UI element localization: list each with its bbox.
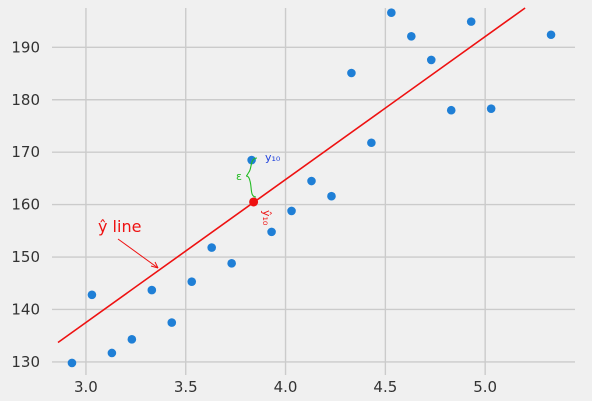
data-point: [147, 285, 157, 295]
yhat-line-label: ŷ line: [98, 217, 141, 236]
data-point: [347, 68, 356, 78]
data-point: [227, 259, 236, 268]
observed-point-label: y₁₀: [265, 151, 281, 164]
y-tick-label: 140: [11, 300, 40, 318]
predicted-point-label: ŷ₁₀: [260, 210, 273, 226]
regression-line: [57, 7, 526, 344]
y-tick-label: 170: [11, 143, 40, 161]
error-label: ε: [236, 170, 242, 183]
data-point: [207, 243, 216, 252]
data-point: [267, 227, 276, 237]
data-point: [127, 335, 137, 344]
predicted-point: [249, 197, 259, 207]
data-point: [187, 277, 197, 286]
data-point: [167, 318, 177, 327]
data-point: [87, 290, 97, 300]
data-point: [367, 138, 376, 148]
x-tick-label: 4.5: [373, 378, 397, 396]
x-tick-label: 3.5: [174, 378, 198, 396]
data-point: [486, 104, 496, 113]
y-tick-label: 190: [11, 38, 40, 56]
x-tick-label: 3.0: [74, 378, 98, 396]
y-tick-label: 130: [11, 353, 40, 371]
data-point: [247, 155, 256, 165]
y-tick-label: 150: [11, 248, 40, 266]
data-point: [466, 17, 476, 26]
data-point: [407, 32, 416, 41]
data-point: [307, 176, 316, 186]
tick-labels: 3.0 3.5 4.0 4.5 5.0 130 140 150 160 170 180 190: [11, 38, 497, 396]
data-point: [67, 358, 77, 368]
grid-lines: [52, 8, 575, 375]
error-brace: [245, 157, 258, 198]
data-point: [426, 55, 436, 65]
data-point: [387, 8, 396, 18]
y-tick-label: 180: [11, 91, 40, 109]
data-points: [67, 8, 556, 368]
data-point: [287, 206, 296, 216]
data-point: [107, 348, 117, 358]
x-tick-label: 5.0: [473, 378, 497, 396]
yhat-line-arrow: [117, 238, 159, 269]
y-tick-label: 160: [11, 196, 40, 214]
data-point: [546, 30, 556, 40]
yhat-line-arrowhead: [150, 261, 159, 269]
annotations: ŷ line ε y₁₀ ŷ₁₀: [98, 151, 281, 269]
regression-line-group: [57, 7, 526, 344]
data-point: [446, 105, 456, 115]
data-point: [327, 191, 336, 201]
x-tick-label: 4.0: [274, 378, 298, 396]
